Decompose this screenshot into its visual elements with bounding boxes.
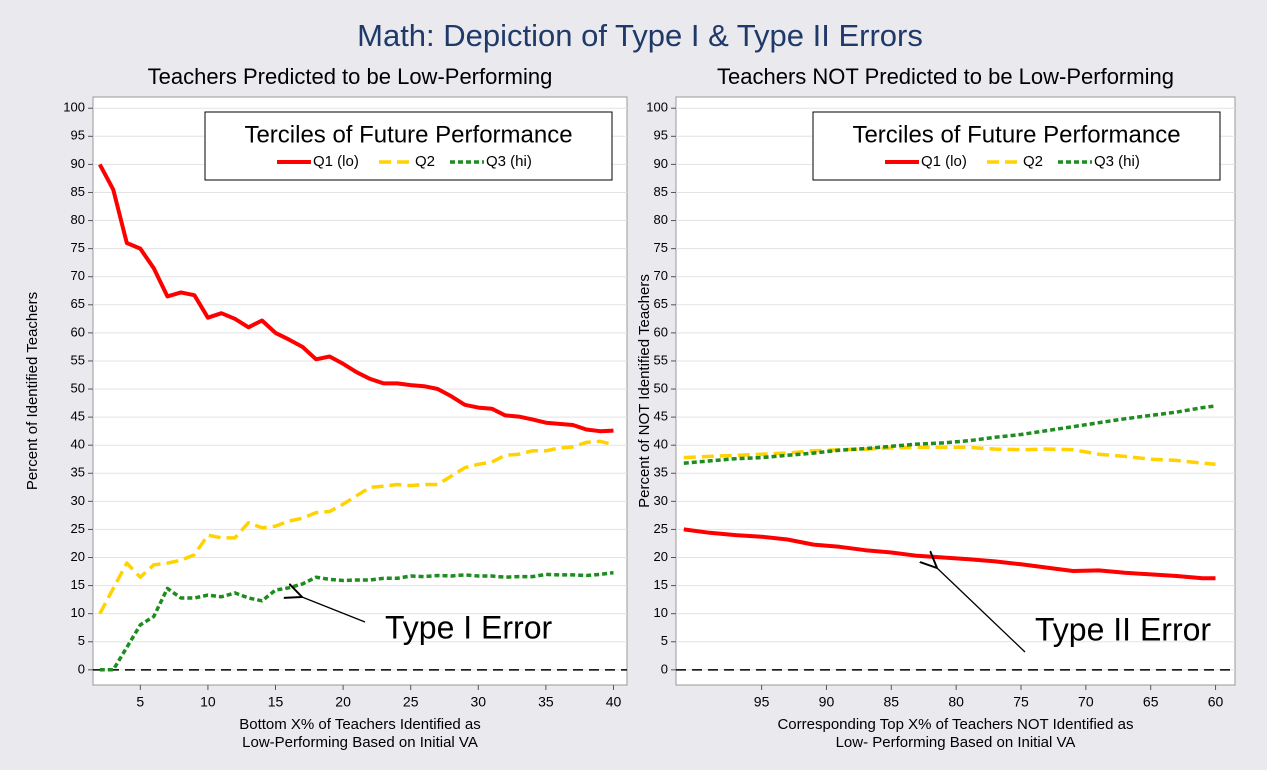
x-tick-label: 20 xyxy=(335,694,351,710)
y-tick-label: 45 xyxy=(654,409,668,424)
y-tick-label: 0 xyxy=(661,661,668,676)
y-tick-label: 85 xyxy=(654,184,668,199)
y-tick-label: 30 xyxy=(654,493,668,508)
panel-title: Teachers NOT Predicted to be Low-Perform… xyxy=(717,64,1174,89)
y-tick-label: 70 xyxy=(71,268,85,283)
y-tick-label: 0 xyxy=(78,661,85,676)
y-tick-label: 5 xyxy=(661,633,668,648)
y-tick-label: 90 xyxy=(71,156,85,171)
y-tick-label: 20 xyxy=(654,549,668,564)
y-tick-label: 80 xyxy=(71,212,85,227)
y-tick-label: 50 xyxy=(71,380,85,395)
legend-box xyxy=(812,111,1221,181)
y-tick-label: 75 xyxy=(654,240,668,255)
y-tick-label: 95 xyxy=(71,128,85,143)
x-tick-label: 80 xyxy=(948,694,964,710)
annotation-arrow xyxy=(302,597,366,623)
legend-label: Q1 (lo) xyxy=(313,153,359,170)
y-tick-label: 35 xyxy=(654,465,668,480)
annotation: Type I Error xyxy=(385,609,553,645)
series-line xyxy=(683,445,1216,467)
x-tick-label: 30 xyxy=(471,694,487,710)
series-line xyxy=(683,404,1216,465)
x-tick-label: 25 xyxy=(403,694,419,710)
x-tick-label: 90 xyxy=(819,694,835,710)
y-tick-label: 65 xyxy=(654,296,668,311)
legend-label: Q2 xyxy=(415,153,435,170)
x-tick-label: 60 xyxy=(1208,694,1224,710)
x-axis-label: Corresponding Top X% of Teachers NOT Ide… xyxy=(777,716,1133,733)
y-tick-label: 65 xyxy=(71,296,85,311)
y-tick-label: 40 xyxy=(71,437,85,452)
y-tick-label: 30 xyxy=(71,493,85,508)
y-tick-label: 90 xyxy=(654,156,668,171)
series-line xyxy=(683,527,1216,581)
y-tick-label: 55 xyxy=(654,352,668,367)
y-tick-label: 15 xyxy=(654,577,668,592)
y-tick-label: 5 xyxy=(78,633,85,648)
x-tick-label: 65 xyxy=(1143,694,1159,710)
y-tick-label: 40 xyxy=(654,437,668,452)
y-tick-label: 25 xyxy=(654,521,668,536)
legend-title: Terciles of Future Performance xyxy=(244,121,572,148)
y-tick-label: 35 xyxy=(71,465,85,480)
y-tick-label: 100 xyxy=(63,100,85,115)
y-tick-label: 75 xyxy=(71,240,85,255)
y-tick-label: 55 xyxy=(71,352,85,367)
legend-label: Q3 (hi) xyxy=(486,153,532,170)
x-tick-label: 95 xyxy=(754,694,770,710)
legend-label: Q2 xyxy=(1023,153,1043,170)
y-tick-label: 70 xyxy=(654,268,668,283)
y-axis-label: Percent of NOT Identified Teachers xyxy=(636,274,653,508)
y-tick-label: 20 xyxy=(71,549,85,564)
x-tick-label: 5 xyxy=(136,694,144,710)
y-tick-label: 85 xyxy=(71,184,85,199)
legend-label: Q1 (lo) xyxy=(921,153,967,170)
y-tick-label: 45 xyxy=(71,409,85,424)
x-tick-label: 40 xyxy=(606,694,622,710)
figure-title: Math: Depiction of Type I & Type II Erro… xyxy=(357,18,923,53)
plot-area xyxy=(92,96,628,686)
y-tick-label: 10 xyxy=(654,605,668,620)
plot-area xyxy=(675,96,1236,686)
annotation-arrow xyxy=(937,568,1026,653)
y-tick-label: 25 xyxy=(71,521,85,536)
y-tick-label: 80 xyxy=(654,212,668,227)
legend-label: Q3 (hi) xyxy=(1094,153,1140,170)
x-axis-label: Bottom X% of Teachers Identified as xyxy=(239,716,481,733)
y-tick-label: 10 xyxy=(71,605,85,620)
series-line xyxy=(98,163,614,434)
panel-title: Teachers Predicted to be Low-Performing xyxy=(148,64,553,89)
x-tick-label: 70 xyxy=(1078,694,1094,710)
y-tick-label: 95 xyxy=(654,128,668,143)
y-tick-label: 15 xyxy=(71,577,85,592)
y-tick-label: 50 xyxy=(654,380,668,395)
y-tick-label: 100 xyxy=(646,100,668,115)
y-tick-label: 60 xyxy=(71,324,85,339)
x-axis-label: Low- Performing Based on Initial VA xyxy=(836,734,1076,751)
y-tick-label: 60 xyxy=(654,324,668,339)
y-axis-label: Percent of Identified Teachers xyxy=(24,292,41,490)
x-tick-label: 85 xyxy=(884,694,900,710)
legend-box xyxy=(204,111,613,181)
x-tick-label: 15 xyxy=(268,694,284,710)
series-line xyxy=(99,570,614,672)
x-axis-label: Low-Performing Based on Initial VA xyxy=(242,734,478,751)
x-tick-label: 35 xyxy=(538,694,554,710)
legend-title: Terciles of Future Performance xyxy=(852,121,1180,148)
x-tick-label: 75 xyxy=(1013,694,1029,710)
x-tick-label: 10 xyxy=(200,694,216,710)
annotation: Type II Error xyxy=(1035,611,1211,647)
series-line xyxy=(98,439,614,615)
